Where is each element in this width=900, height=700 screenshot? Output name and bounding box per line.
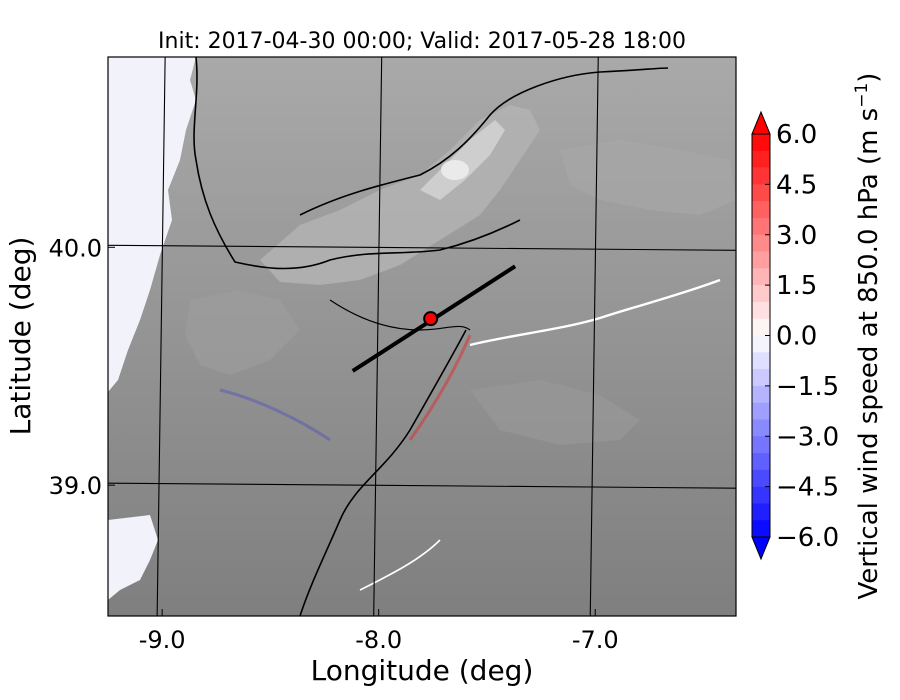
colorbar-band <box>752 318 770 336</box>
colorbar-band <box>752 520 770 538</box>
colorbar: 6.0 4.5 3.0 1.5 0.0 −1.5 −3.0 −4.5 −6.0 <box>751 110 839 561</box>
y-tick-label: 39.0 <box>49 472 102 500</box>
colorbar-label-exponent: −1 <box>852 83 872 108</box>
colorbar-label-close: ) <box>854 73 884 83</box>
colorbar-band <box>752 436 770 454</box>
plateau-central <box>185 290 300 375</box>
colorbar-band <box>752 217 770 236</box>
colorbar-band <box>752 486 770 504</box>
x-tick-label: -8.0 <box>355 626 402 654</box>
colorbar-band <box>752 369 770 387</box>
colorbar-band <box>752 335 770 353</box>
colorbar-band <box>752 134 770 152</box>
colorbar-label-main: Vertical wind speed at 850.0 hPa (m s <box>854 108 884 600</box>
colorbar-band <box>752 184 770 202</box>
y-tick-label: 40.0 <box>49 234 102 262</box>
river-south <box>359 539 441 591</box>
colorbar-extend-min <box>751 536 771 561</box>
x-axis-label: Longitude (deg) <box>311 654 534 687</box>
x-tick-label: -7.0 <box>572 626 619 654</box>
chart-title: Init: 2017-04-30 00:00; Valid: 2017-05-2… <box>158 29 686 54</box>
colorbar-band <box>752 419 770 437</box>
colorbar-tick-label: 6.0 <box>776 120 817 150</box>
cross-section-layer <box>351 264 517 373</box>
y-axis-label: Latitude (deg) <box>4 237 37 436</box>
colorbar-tick-label: 4.5 <box>776 170 817 200</box>
gridline-lon <box>373 57 383 616</box>
plateau-east <box>560 140 736 215</box>
river-east <box>469 278 721 347</box>
colorbar-extend-max <box>751 110 771 135</box>
colorbar-band <box>752 352 770 370</box>
gridline-lat <box>108 482 736 489</box>
colorbar-band <box>752 402 770 420</box>
colorbar-tick-label: −3.0 <box>776 422 839 452</box>
gridline-lon <box>589 57 599 616</box>
colorbar-band <box>752 268 770 286</box>
colorbar-band <box>752 503 770 521</box>
gridline-lon <box>156 57 166 616</box>
grid-lines <box>108 57 736 616</box>
gridline-lat <box>108 244 736 251</box>
uplift-band <box>408 334 472 441</box>
ridge-contour <box>299 67 669 216</box>
colorbar-band <box>752 453 770 471</box>
downdraft-band <box>219 388 331 442</box>
sea-region-south <box>108 515 158 600</box>
colorbar-band <box>752 469 770 487</box>
colorbar-tick-label: −1.5 <box>776 372 839 402</box>
colorbar-tick-label: 3.0 <box>776 221 817 251</box>
colorbar-band <box>752 150 770 168</box>
colorbar-tick-label: 0.0 <box>776 322 817 352</box>
colorbar-tick-label: −4.5 <box>776 473 839 503</box>
colorbar-band <box>752 251 770 269</box>
mountain-peak <box>420 120 505 200</box>
map-plot-area <box>108 57 736 616</box>
colorbar-band <box>752 285 770 303</box>
colorbar-band <box>752 385 770 403</box>
colorbar-band <box>752 167 770 185</box>
location-marker <box>423 311 439 327</box>
plateau-south <box>470 380 640 445</box>
colorbar-label: Vertical wind speed at 850.0 hPa (m s−1) <box>852 73 884 600</box>
colorbar-band <box>752 301 770 320</box>
plot-frame <box>107 56 737 617</box>
colorbar-tick-label: −6.0 <box>776 523 839 553</box>
fault-contour <box>299 329 467 616</box>
colorbar-tick-label: 1.5 <box>776 271 817 301</box>
sea-region <box>108 57 196 392</box>
x-tick-label: -9.0 <box>139 626 186 654</box>
summit <box>441 160 469 180</box>
colorbar-band <box>752 201 770 219</box>
colorbar-band <box>752 234 770 252</box>
axis-ticks: -9.0 -8.0 -7.0 40.0 39.0 <box>49 234 619 654</box>
